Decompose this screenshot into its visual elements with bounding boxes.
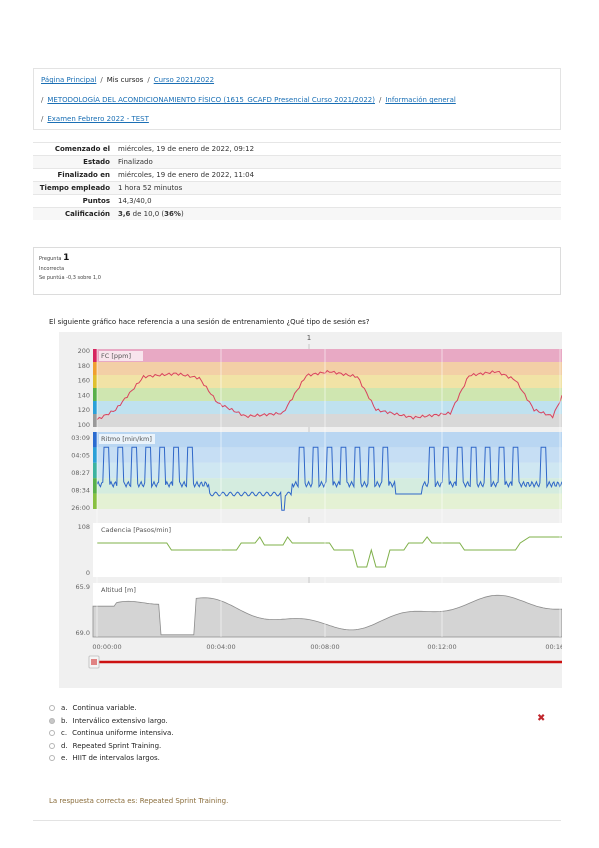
summary-row-finished: Finalizado en miércoles, 19 de enero de 2… xyxy=(33,168,561,182)
pace-zone-marker xyxy=(93,447,97,463)
answer-option-a[interactable]: a. Continua variable. xyxy=(49,702,174,715)
marker-label: 1 xyxy=(307,334,311,342)
summary-row-points: Puntos 14,3/40,0 xyxy=(33,194,561,208)
answer-options: a. Continua variable. b. Interválico exten… xyxy=(49,702,174,765)
pace-tick-label: 08:27 xyxy=(71,469,90,477)
hr-tick-label: 200 xyxy=(78,347,90,355)
cadence-tick-label: 0 xyxy=(86,569,90,577)
hr-zone-marker xyxy=(93,349,97,362)
pace-tick-label: 26:00 xyxy=(71,504,90,512)
cadence-label: Cadencia [Pasos/min] xyxy=(101,526,171,534)
radio-d[interactable] xyxy=(49,742,55,749)
time-tick-label: 00:08:00 xyxy=(310,643,339,651)
hr-zone-band xyxy=(93,414,562,427)
question-prefix: Pregunta xyxy=(39,256,62,262)
summary-row-grade: Calificación 3,6 de 10,0 (36%) xyxy=(33,207,561,220)
close-icon: ✖ xyxy=(537,713,546,724)
pace-tick-label: 03:09 xyxy=(71,434,90,442)
time-tick-label: 00:16:30 xyxy=(545,643,562,651)
breadcrumb-course-link[interactable]: METODOLOGÍA DEL ACONDICIONAMIENTO FÍSICO… xyxy=(47,96,375,104)
pace-zone-marker xyxy=(93,432,97,448)
cadence-line xyxy=(97,536,562,568)
hr-tick-label: 180 xyxy=(78,362,90,370)
breadcrumb: Página Principal / Mis cursos / Curso 2021/2… xyxy=(33,68,561,130)
time-tick-label: 00:12:00 xyxy=(427,643,456,651)
time-tick-label: 00:00:00 xyxy=(92,643,121,651)
pace-label: Ritmo [min/km] xyxy=(101,435,152,443)
breadcrumb-section-link[interactable]: Información general xyxy=(385,96,456,104)
breadcrumb-home-link[interactable]: Página Principal xyxy=(41,76,97,84)
hr-zone-band xyxy=(93,401,562,414)
correct-answer-feedback: La respuesta correcta es: Repeated Sprin… xyxy=(49,797,229,805)
attempt-summary-table: Comenzado el miércoles, 19 de enero de 20… xyxy=(33,142,561,220)
hr-label: FC [ppm] xyxy=(101,352,131,360)
training-session-chart-svg: 1 200 180 160 140 120 100 FC [ppm] 03:09 04:05 08:… xyxy=(71,334,575,669)
pace-tick-label: 04:05 xyxy=(71,451,90,459)
altitude-tick-label: 65.9 xyxy=(76,583,90,591)
hr-zone-marker xyxy=(93,388,97,401)
summary-row-state: Estado Finalizado xyxy=(33,155,561,169)
summary-row-started: Comenzado el miércoles, 19 de enero de 20… xyxy=(33,142,561,156)
radio-a[interactable] xyxy=(49,705,55,712)
hr-zone-band xyxy=(93,375,562,388)
altitude-area xyxy=(92,594,563,638)
question-number: 1 xyxy=(63,253,70,263)
answer-option-c[interactable]: c. Continua uniforme intensiva. xyxy=(49,727,174,740)
divider xyxy=(33,820,561,821)
answer-option-d[interactable]: d. Repeated Sprint Training. xyxy=(49,740,174,753)
hr-tick-label: 100 xyxy=(78,421,90,429)
breadcrumb-course-year-link[interactable]: Curso 2021/2022 xyxy=(153,76,215,84)
pace-zone-marker xyxy=(93,478,97,494)
grade-percent: 36% xyxy=(164,210,181,218)
question-info-box: Pregunta 1 Incorrecta Se puntúa -0,3 sob… xyxy=(33,247,561,295)
pace-base xyxy=(93,509,562,517)
answer-option-b[interactable]: b. Interválico extensivo largo. xyxy=(49,715,174,728)
hr-zone-band xyxy=(93,362,562,375)
pace-zone-marker xyxy=(93,493,97,509)
altitude-label: Altitud [m] xyxy=(101,586,136,594)
radio-e[interactable] xyxy=(49,755,55,762)
pace-zone-band xyxy=(93,478,562,494)
pace-tick-label: 08:34 xyxy=(71,486,90,494)
pace-line xyxy=(96,446,563,511)
hr-zone-marker xyxy=(93,414,97,427)
hr-zone-marker xyxy=(93,362,97,375)
summary-row-time: Tiempo empleado 1 hora 52 minutos xyxy=(33,181,561,195)
hr-zone-marker xyxy=(93,375,97,388)
hr-tick-label: 140 xyxy=(78,391,90,399)
time-tick-label: 00:04:00 xyxy=(206,643,235,651)
pace-zone-band xyxy=(93,447,562,463)
hr-tick-label: 160 xyxy=(78,377,90,385)
hr-zone-band xyxy=(93,349,562,362)
grade-value: 3,6 xyxy=(118,210,131,218)
radio-c[interactable] xyxy=(49,730,55,737)
pace-zone-band xyxy=(93,462,562,479)
pace-zone-marker xyxy=(93,462,97,479)
hr-zone-band xyxy=(93,388,562,401)
altitude-tick-label: 69.0 xyxy=(76,629,90,637)
breadcrumb-exam-link[interactable]: Examen Febrero 2022 - TEST xyxy=(47,115,149,123)
hr-tick-label: 120 xyxy=(78,406,90,414)
pace-label-bg xyxy=(99,434,155,444)
radio-b[interactable] xyxy=(49,717,55,724)
answer-option-e[interactable]: e. HIIT de intervalos largos. xyxy=(49,752,174,765)
hr-line xyxy=(96,369,563,421)
hr-zone-marker xyxy=(93,401,97,414)
training-session-chart: 1 200 180 160 140 120 100 FC [ppm] 03:09 04:05 08:… xyxy=(59,332,575,688)
question-state: Incorrecta xyxy=(39,266,65,272)
cadence-tick-label: 108 xyxy=(78,523,90,531)
pace-zone-band xyxy=(93,493,562,509)
breadcrumb-my-courses: Mis cursos xyxy=(106,76,144,84)
hr-label-bg xyxy=(99,351,143,361)
question-text: El siguiente gráfico hace referencia a u… xyxy=(49,318,370,326)
pace-zone-band xyxy=(93,432,562,448)
question-score: Se puntúa -0,3 sobre 1,0 xyxy=(39,275,101,281)
